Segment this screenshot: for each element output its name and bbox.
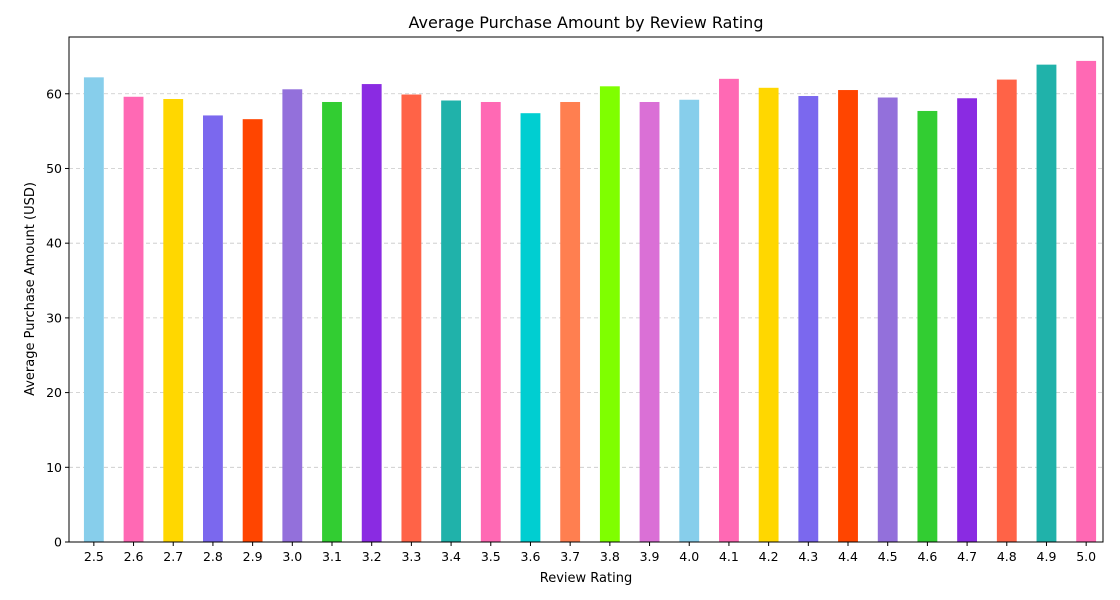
x-tick-label: 3.0 (282, 549, 302, 564)
chart-title: Average Purchase Amount by Review Rating (409, 13, 764, 32)
bar-3.4 (441, 100, 462, 542)
bar-5.0 (1076, 60, 1097, 542)
x-tick-label: 4.0 (679, 549, 699, 564)
x-tick-label: 2.9 (243, 549, 263, 564)
x-tick-label: 4.1 (719, 549, 739, 564)
x-tick-label: 2.8 (203, 549, 223, 564)
x-tick-label: 5.0 (1076, 549, 1096, 564)
y-tick-label: 10 (46, 460, 62, 475)
bar-4.1 (719, 78, 739, 542)
bar-3.2 (361, 84, 382, 543)
y-tick-label: 40 (46, 236, 62, 251)
bar-3.3 (401, 94, 422, 542)
y-tick-label: 60 (46, 86, 62, 101)
x-tick-label: 3.9 (640, 549, 660, 564)
x-tick-label: 3.4 (441, 549, 461, 564)
x-tick-label: 2.5 (84, 549, 104, 564)
x-tick-label: 3.6 (521, 549, 541, 564)
x-tick-label: 2.7 (163, 549, 183, 564)
x-tick-label: 3.5 (481, 549, 501, 564)
bar-2.9 (242, 119, 263, 542)
bar-3.1 (322, 101, 342, 542)
bar-4.5 (877, 97, 898, 543)
x-tick-label: 4.4 (838, 549, 858, 564)
x-axis-label: Review Rating (540, 571, 632, 586)
y-tick-label: 30 (46, 310, 62, 325)
bar-4.9 (1036, 64, 1057, 542)
x-axis-ticks: 2.5 2.6 2.7 2.8 2.9 3.0 3.1 3.2 3.3 3.4 3.5 3.6 3.7 3… (84, 542, 1096, 564)
x-tick-label: 4.3 (798, 549, 818, 564)
x-tick-label: 2.6 (124, 549, 144, 564)
x-tick-label: 4.2 (759, 549, 779, 564)
bar-3.6 (520, 113, 541, 542)
bar-2.8 (203, 115, 223, 543)
bar-2.5 (83, 77, 104, 542)
bar-4.4 (838, 90, 858, 542)
x-tick-label: 4.5 (878, 549, 898, 564)
bar-3.5 (480, 101, 501, 542)
bar-4.8 (996, 79, 1017, 542)
bar-3.9 (639, 101, 660, 542)
bar-4.6 (917, 110, 938, 543)
y-tick-label: 0 (54, 535, 62, 550)
y-tick-label: 20 (46, 385, 62, 400)
bar-4.2 (758, 87, 779, 542)
x-tick-label: 4.9 (1037, 549, 1057, 564)
bar-4.0 (679, 99, 700, 543)
y-axis-ticks: 0 10 20 30 40 50 60 (46, 86, 69, 550)
bar-4.3 (798, 96, 819, 543)
x-tick-label: 3.1 (322, 549, 342, 564)
x-tick-label: 3.7 (560, 549, 580, 564)
bar-4.7 (957, 98, 978, 543)
y-axis-label: Average Purchase Amount (USD) (23, 182, 38, 396)
x-tick-label: 3.2 (362, 549, 382, 564)
x-tick-label: 3.3 (401, 549, 421, 564)
bar-2.7 (163, 99, 184, 542)
bar-3.8 (599, 86, 620, 542)
x-tick-label: 3.8 (600, 549, 620, 564)
bar-2.6 (123, 96, 144, 543)
x-tick-label: 4.8 (997, 549, 1017, 564)
bars (83, 60, 1097, 543)
x-tick-label: 4.7 (957, 549, 977, 564)
plot-frame (68, 36, 1104, 543)
x-tick-label: 4.6 (917, 549, 937, 564)
bar-3.0 (282, 89, 303, 542)
y-tick-label: 50 (46, 161, 62, 176)
bar-3.7 (560, 101, 581, 542)
